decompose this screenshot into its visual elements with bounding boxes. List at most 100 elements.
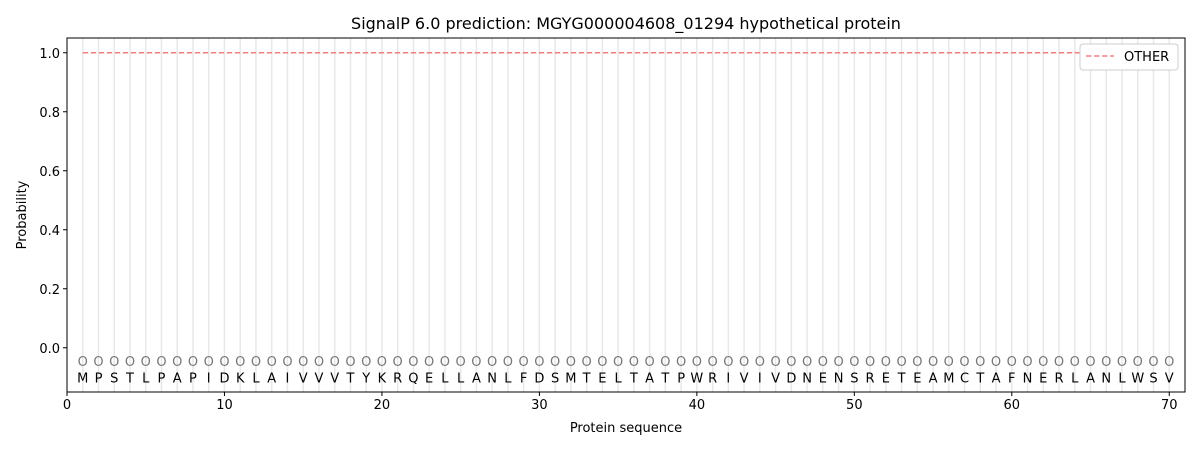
sequence-letter: D (786, 371, 796, 386)
residue-label-marker: O (881, 355, 891, 370)
sequence-letter: N (1023, 371, 1033, 386)
sequence-letter: A (173, 371, 182, 386)
sequence-letter: P (95, 371, 103, 386)
residue-label-marker: O (1070, 355, 1080, 370)
residue-label-marker: O (802, 355, 812, 370)
sequence-letter: K (378, 371, 387, 386)
x-tick-label: 20 (374, 398, 391, 413)
sequence-letter: A (929, 371, 938, 386)
residue-label-marker: O (361, 355, 371, 370)
residue-label-marker: O (78, 355, 88, 370)
sequence-letter: E (882, 371, 890, 386)
sequence-letter: I (286, 371, 290, 386)
sequence-letter: L (504, 371, 512, 386)
sequence-letter: S (110, 371, 118, 386)
residue-label-marker: O (645, 355, 655, 370)
y-tick-label: 0.4 (39, 224, 60, 239)
sequence-letter: I (726, 371, 730, 386)
residue-label-marker: O (503, 355, 513, 370)
residue-label-marker: O (377, 355, 387, 370)
sequence-letter: S (850, 371, 858, 386)
y-tick-label: 1.0 (39, 47, 60, 62)
residue-label-marker: O (156, 355, 166, 370)
residue-label-marker: O (566, 355, 576, 370)
sequence-letter: V (299, 371, 308, 386)
sequence-letter: C (960, 371, 969, 386)
legend: OTHER (1079, 43, 1179, 71)
sequence-letter: N (802, 371, 812, 386)
sequence-letter: M (77, 371, 88, 386)
sequence-letter: W (1131, 371, 1144, 386)
sequence-letter: L (1118, 371, 1126, 386)
sequence-letter: D (219, 371, 229, 386)
sequence-letter: L (142, 371, 150, 386)
residue-label-marker: O (1007, 355, 1017, 370)
residue-label-marker: O (849, 355, 859, 370)
sequence-letter: R (393, 371, 402, 386)
residue-label-marker: O (660, 355, 670, 370)
sequence-letter: N (1101, 371, 1111, 386)
axes: 0 10 20 30 40 50 60 70 0.0 0.2 0.4 0.6 0.8 1.0 (39, 47, 1177, 413)
sequence-letter: S (551, 371, 559, 386)
residue-label-marker: O (1054, 355, 1064, 370)
sequence-letter: I (207, 371, 211, 386)
x-tick-label: 70 (1161, 398, 1178, 413)
y-tick-label: 0.6 (39, 165, 60, 180)
residue-label-marker: O (723, 355, 733, 370)
residue-label-marker: O (550, 355, 560, 370)
sequence-letter: D (534, 371, 544, 386)
residue-label-marker: O (597, 355, 607, 370)
sequence-letter: T (660, 371, 669, 386)
chart-title: SignalP 6.0 prediction: MGYG000004608_01… (351, 14, 901, 34)
sequence-letter: N (834, 371, 844, 386)
sequence-letter: T (345, 371, 354, 386)
sequence-letter: R (708, 371, 717, 386)
residue-label-marker: O (613, 355, 623, 370)
sequence-letter: L (441, 371, 449, 386)
sequence-letter: E (913, 371, 921, 386)
sequence-letter: W (690, 371, 703, 386)
residue-label-marker: O (975, 355, 985, 370)
residue-label-marker: O (440, 355, 450, 370)
sequence-letter: V (771, 371, 780, 386)
sequence-letter: A (645, 371, 654, 386)
residue-label-marker: O (692, 355, 702, 370)
residue-label-marker: O (456, 355, 466, 370)
sequence-letter: L (252, 371, 260, 386)
sequence-letter: R (866, 371, 875, 386)
residue-label-marker: O (235, 355, 245, 370)
sequence-letter: L (615, 371, 623, 386)
residue-label-marker: O (582, 355, 592, 370)
residue-label-marker: O (818, 355, 828, 370)
residue-label-marker: O (393, 355, 403, 370)
residue-label-marker: O (141, 355, 151, 370)
sequence-letter: R (1055, 371, 1064, 386)
residue-label-marker: O (93, 355, 103, 370)
x-tick-label: 60 (1004, 398, 1021, 413)
sequence-letter: Y (361, 371, 370, 386)
sequence-letter: V (330, 371, 339, 386)
grid-lines (81, 38, 1171, 392)
sequence-letter: T (125, 371, 134, 386)
residue-label-marker: O (991, 355, 1001, 370)
sequence-letter: A (267, 371, 276, 386)
residue-label-marker: O (928, 355, 938, 370)
residue-label-marker: O (282, 355, 292, 370)
residue-label-marker: O (896, 355, 906, 370)
residue-label-marker: O (534, 355, 544, 370)
residue-label-marker: O (1164, 355, 1174, 370)
residue-label-marker: O (912, 355, 922, 370)
residue-label-marker: O (345, 355, 355, 370)
sequence-letter: T (897, 371, 906, 386)
sequence-letter: I (758, 371, 762, 386)
sequence-letter: V (740, 371, 749, 386)
residue-label-marker: O (172, 355, 182, 370)
plot-frame (66, 37, 1186, 393)
residue-label-marker: O (125, 355, 135, 370)
sequence-letter: A (992, 371, 1001, 386)
residue-label-marker: O (471, 355, 481, 370)
residue-label-marker: O (251, 355, 261, 370)
sequence-letter: N (487, 371, 497, 386)
residue-label-marker: O (109, 355, 119, 370)
